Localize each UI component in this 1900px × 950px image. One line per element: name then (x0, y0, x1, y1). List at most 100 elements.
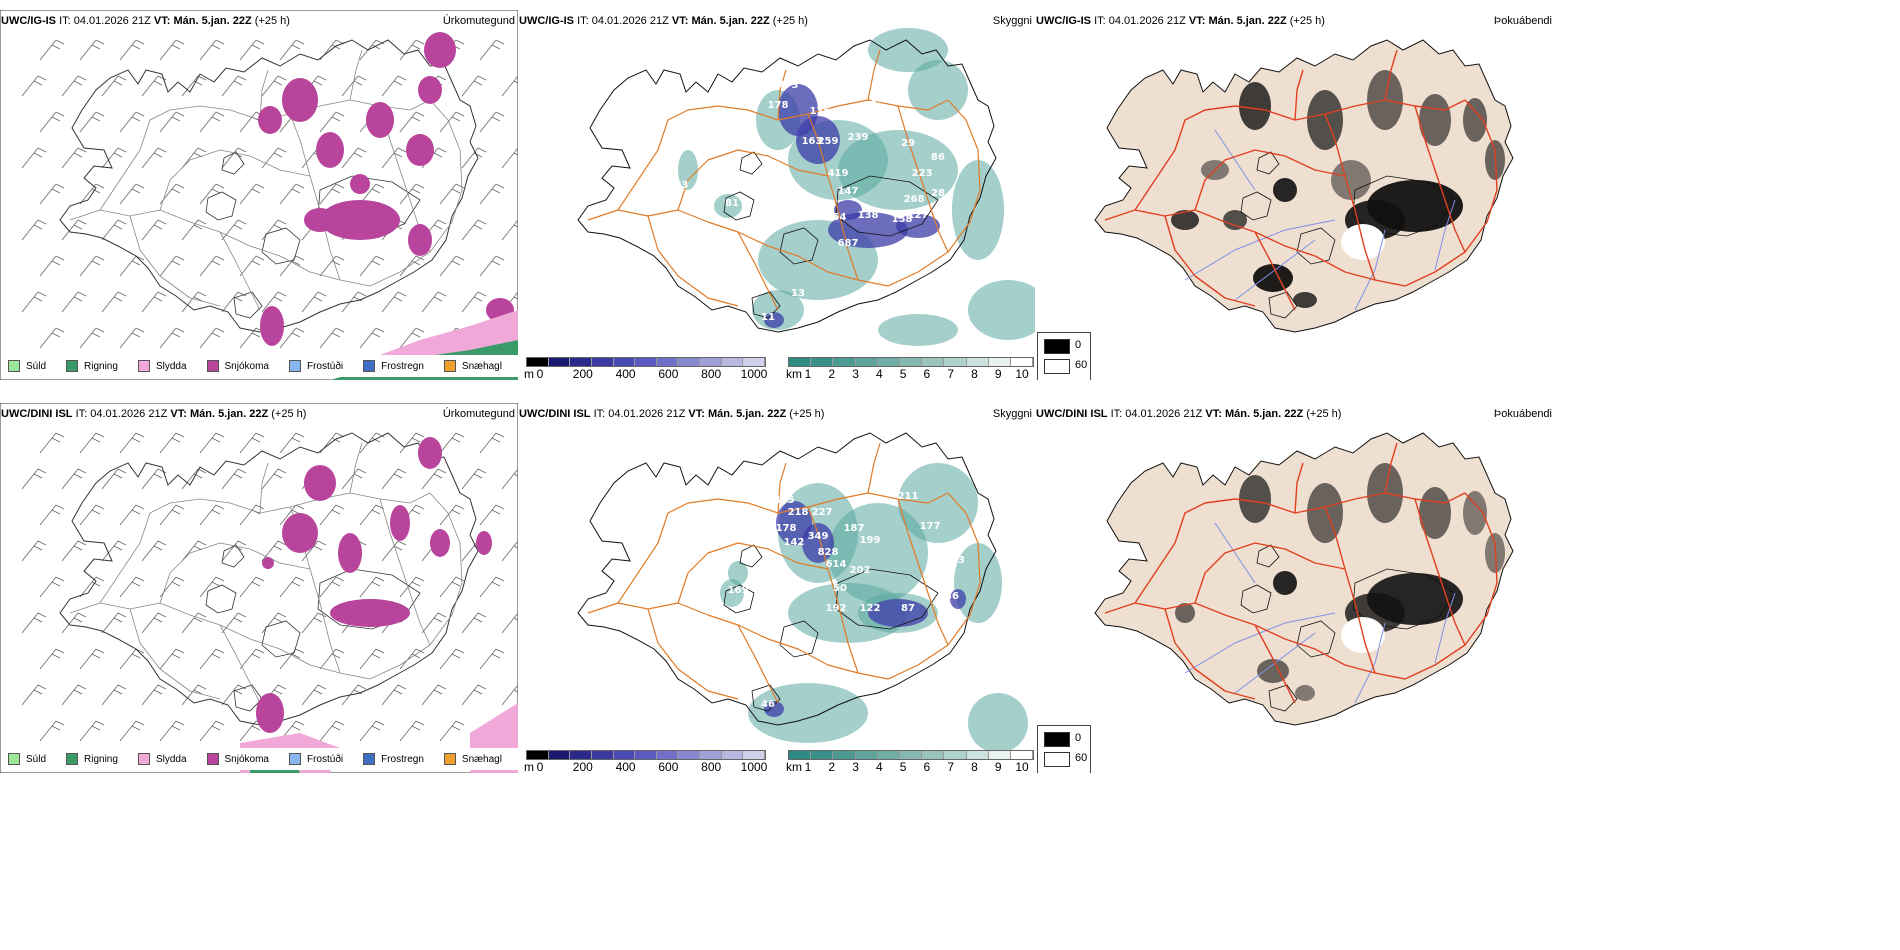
visibility-area (838, 130, 958, 210)
visibility-value-label: 218 (788, 507, 809, 518)
glacier-outline (205, 584, 237, 614)
product-title: Úrkomutegund (442, 15, 515, 27)
color-scale-segment (833, 358, 856, 366)
glacier-outline (261, 620, 301, 658)
color-scale-segment (721, 751, 744, 759)
visibility-value-label: 419 (828, 168, 849, 179)
color-scale-segment (922, 751, 945, 759)
visibility-value-label: 239 (848, 132, 869, 143)
fog-index-map (1094, 39, 1514, 333)
precip-legend-label: Snjókoma (224, 360, 269, 372)
visibility-value-label: 13 (791, 288, 805, 299)
precip-legend-swatch (288, 753, 301, 765)
precip-legend-item: Snæhagl (438, 753, 502, 765)
color-scale-tick-label: 600 (658, 367, 679, 380)
color-scale-tick-label: 200 (572, 367, 593, 380)
precip-legend-label: Snjókoma (224, 753, 269, 765)
fog-area (1307, 90, 1343, 150)
fog-index-legend: 0 60 (1037, 332, 1091, 380)
visibility-value-label: 192 (826, 603, 847, 614)
color-scale-segment (678, 358, 701, 366)
panel-header: UWC/IG-IS IT: 04.01.2026 21Z VT: Mán. 5.… (1036, 15, 1325, 27)
visibility-value-label: 614 (826, 559, 847, 570)
visibility-area (952, 160, 1004, 260)
snow-area (476, 531, 492, 555)
glacier-outline (1296, 227, 1336, 265)
iceland-outline (577, 39, 997, 333)
color-scale-segment (613, 751, 636, 759)
glacier-outline (779, 227, 819, 265)
color-scale-tick-label: 2 (828, 760, 836, 773)
precip-legend-label: Frostregn (381, 360, 424, 372)
color-scale-unit: km (786, 367, 802, 380)
product-title: Úrkomutegund (442, 408, 515, 420)
color-scale-segment (743, 751, 766, 759)
color-scale-tick-label: 9 (994, 760, 1002, 773)
visibility-area (878, 314, 958, 346)
color-scale-segment (635, 751, 657, 759)
visibility-area (954, 543, 1002, 623)
snow-area (418, 76, 442, 104)
snow-area (430, 529, 450, 557)
color-scale-tick-label: 6 (923, 760, 931, 773)
color-scale-unit: m (524, 367, 534, 380)
visibility-value-label: 97 (783, 585, 797, 596)
visibility-value-label: 32 (909, 120, 923, 131)
precip-legend-label: Snæhagl (461, 360, 502, 372)
map-frame (0, 10, 518, 380)
color-scale-tick-label: 800 (701, 367, 722, 380)
precip-type-legend: Súld Rigning Slydda Snjókoma Frostúði Frostre… (2, 355, 518, 377)
glacier-outline (261, 227, 301, 265)
precip-legend-label: Súld (26, 753, 47, 765)
color-scale-segment (855, 751, 878, 759)
snow-area (320, 200, 400, 240)
height-scale: 0 200 400 600 800 1000 m (524, 750, 767, 773)
visibility-low-area (950, 589, 966, 609)
color-scale-segment (548, 751, 571, 759)
glacier-outline (723, 191, 755, 221)
snow-area (424, 32, 456, 68)
color-scale-ticks: 1 2 3 4 5 6 7 8 9 10 (788, 367, 1034, 380)
visibility-value-label: 127 (908, 210, 929, 221)
visibility-low-area (764, 701, 784, 717)
fog-area (1223, 210, 1247, 230)
snow-area (304, 465, 336, 501)
precip-legend-item: Snæhagl (438, 360, 502, 372)
visibility-low-area (802, 523, 834, 563)
glacier-outline (233, 684, 263, 712)
precip-legend-item: Snjókoma (201, 753, 269, 765)
color-scale-segment (944, 358, 967, 366)
visibility-value-label: 115 (804, 202, 825, 213)
visibility-value-label: 158 (892, 214, 913, 225)
color-scale-ticks: 0 200 400 600 800 1000 (526, 367, 768, 380)
visibility-low-area (828, 212, 908, 248)
panel-fog-row2: UWC/DINI ISL IT: 04.01.2026 21Z VT: Mán.… (1035, 403, 1555, 773)
color-scale-segment (570, 751, 592, 759)
fog-legend-label: 60 (1075, 752, 1088, 764)
color-scale-unit: m (524, 760, 534, 773)
visibility-value-label: 177 (920, 521, 941, 532)
snow-area (256, 693, 284, 733)
precip-legend-label: Frostúði (306, 753, 344, 765)
fog-area (1295, 685, 1315, 701)
color-scale-segment (855, 358, 878, 366)
glacier-outline (205, 191, 237, 221)
color-scale-segment (527, 358, 549, 366)
visibility-area (968, 280, 1035, 340)
precip-legend-label: Frostúði (306, 360, 344, 372)
color-scale-segment (721, 358, 744, 366)
color-scale-segment (678, 751, 701, 759)
visibility-value-label: 50 (833, 583, 847, 594)
iceland-outline (1094, 432, 1514, 726)
visibility-value-label: 259 (818, 136, 839, 147)
precip-legend-label: Snæhagl (461, 753, 502, 765)
color-scale-tick-label: 1 (804, 367, 812, 380)
fog-area (1463, 491, 1487, 535)
color-scale-segment (591, 358, 614, 366)
precip-legend-swatch (8, 753, 20, 765)
color-scale-segment (1010, 751, 1034, 759)
visibility-value-label: 475 (774, 495, 795, 506)
color-scale-segment (789, 358, 812, 366)
